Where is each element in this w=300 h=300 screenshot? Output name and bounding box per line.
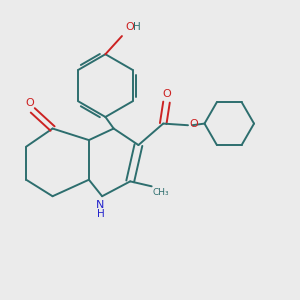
Text: H: H bbox=[134, 22, 141, 32]
Text: H: H bbox=[97, 209, 104, 219]
Text: O: O bbox=[125, 22, 134, 32]
Text: O: O bbox=[25, 98, 34, 108]
Text: N: N bbox=[96, 200, 105, 210]
Text: O: O bbox=[189, 119, 198, 129]
Text: CH₃: CH₃ bbox=[153, 188, 169, 197]
Text: O: O bbox=[162, 89, 171, 99]
